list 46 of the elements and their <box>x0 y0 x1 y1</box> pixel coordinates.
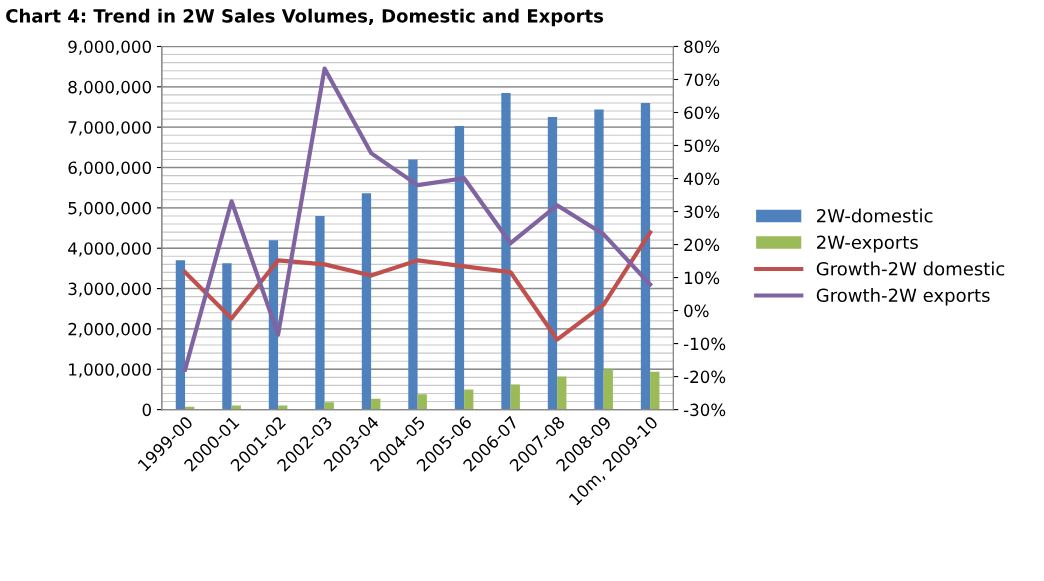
bar <box>175 260 186 410</box>
bar <box>315 215 325 410</box>
bar <box>222 263 232 410</box>
line-series <box>182 230 653 342</box>
bar <box>408 159 418 410</box>
bar <box>361 193 372 410</box>
y2-tick-label: 10% <box>684 271 720 285</box>
y-tick-label: 3,000,000 <box>68 282 151 297</box>
legend-label: Growth-2W domestic <box>816 261 1005 276</box>
y-tick-label: 2,000,000 <box>68 322 151 338</box>
y2-tick-label: 60% <box>684 106 720 120</box>
bar <box>603 369 613 410</box>
y2-tick-label: 40% <box>683 172 720 186</box>
y2-tick-label: -20% <box>683 370 726 384</box>
bar <box>464 389 474 410</box>
y2-tick-label: 0% <box>684 304 709 318</box>
chart-title: Chart 4: Trend in 2W Sales Volumes, Domestic and Exports <box>6 8 604 27</box>
legend-label: 2W-exports <box>817 235 918 253</box>
y2-tick-label: 20% <box>684 238 720 252</box>
bar <box>510 384 520 410</box>
bar <box>594 109 604 410</box>
bar <box>557 376 567 410</box>
bar <box>650 371 660 410</box>
line-series <box>182 66 653 372</box>
y2-tick-label: 70% <box>684 73 720 87</box>
y-tick-label: 5,000,000 <box>68 201 151 217</box>
y-tick-label: 9,000,000 <box>68 40 151 55</box>
bar <box>454 125 465 410</box>
bar <box>547 117 558 410</box>
bar <box>417 394 427 410</box>
y-tick-label: 8,000,000 <box>68 80 151 96</box>
legend-label: 2W-domestic <box>817 208 933 223</box>
y2-tick-label: -10% <box>683 337 726 351</box>
bar <box>501 92 511 410</box>
y-tick-label: 6,000,000 <box>68 161 151 176</box>
legend-label: Growth-2W exports <box>816 288 990 306</box>
y-tick-label: 7,000,000 <box>68 121 151 136</box>
y-tick-label: 0 <box>142 403 151 417</box>
y2-tick-label: 50% <box>684 139 720 153</box>
bar <box>640 102 651 410</box>
bar <box>324 402 334 410</box>
y-tick-label: 4,000,000 <box>68 242 151 257</box>
y2-tick-label: 80% <box>684 40 720 54</box>
y2-tick-label: -30% <box>683 403 726 417</box>
y-tick-label: 1,000,000 <box>69 363 151 378</box>
y2-tick-label: 30% <box>684 205 720 219</box>
